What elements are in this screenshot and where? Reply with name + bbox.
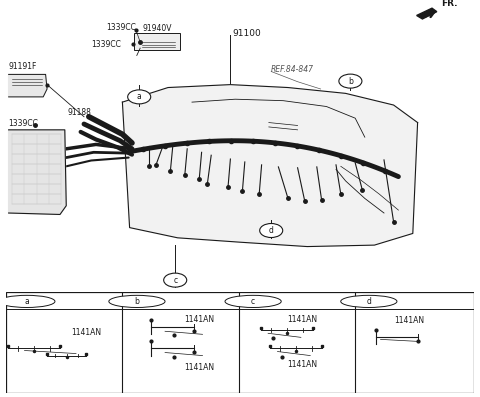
- Text: FR.: FR.: [442, 0, 458, 8]
- Text: REF.84-847: REF.84-847: [271, 65, 314, 74]
- Circle shape: [0, 295, 55, 308]
- Text: 91100: 91100: [233, 29, 262, 38]
- Text: c: c: [173, 276, 177, 285]
- Circle shape: [339, 74, 362, 88]
- Circle shape: [164, 273, 187, 287]
- Text: 1141AN: 1141AN: [184, 363, 214, 372]
- Polygon shape: [122, 85, 418, 247]
- Text: 91191F: 91191F: [9, 62, 37, 71]
- Circle shape: [225, 295, 281, 308]
- Text: 91940V: 91940V: [143, 24, 172, 33]
- Circle shape: [260, 224, 283, 237]
- Circle shape: [341, 295, 397, 308]
- Text: d: d: [269, 226, 274, 235]
- Text: a: a: [24, 297, 29, 306]
- Text: 1141AN: 1141AN: [72, 328, 101, 337]
- Text: 1339CC: 1339CC: [9, 119, 38, 128]
- Polygon shape: [9, 130, 66, 214]
- Polygon shape: [417, 8, 437, 19]
- Text: 1339CC: 1339CC: [107, 23, 136, 32]
- Circle shape: [109, 295, 165, 308]
- Text: 1339CC: 1339CC: [91, 40, 121, 49]
- Text: b: b: [348, 77, 353, 86]
- Polygon shape: [9, 74, 47, 97]
- Text: b: b: [134, 297, 139, 306]
- Text: 1141AN: 1141AN: [395, 316, 425, 325]
- Text: c: c: [251, 297, 255, 306]
- Text: 1141AN: 1141AN: [184, 315, 214, 324]
- Text: 1141AN: 1141AN: [287, 360, 317, 369]
- Text: a: a: [137, 93, 142, 101]
- Circle shape: [128, 90, 151, 104]
- Text: 91188: 91188: [67, 108, 91, 117]
- FancyBboxPatch shape: [134, 33, 180, 50]
- Text: 1141AN: 1141AN: [287, 315, 317, 324]
- Text: d: d: [366, 297, 371, 306]
